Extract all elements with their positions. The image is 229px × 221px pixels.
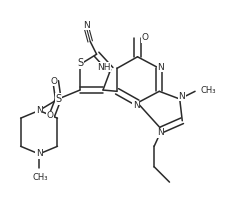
Text: CH₃: CH₃ xyxy=(33,173,48,182)
Text: N: N xyxy=(133,101,140,110)
Text: N: N xyxy=(36,149,42,158)
Text: O: O xyxy=(46,111,53,120)
Text: O: O xyxy=(50,77,57,86)
Text: N: N xyxy=(178,92,185,101)
Text: O: O xyxy=(142,33,149,42)
Text: N: N xyxy=(157,63,164,72)
Text: S: S xyxy=(55,94,61,104)
Text: CH₃: CH₃ xyxy=(201,86,216,95)
Text: N: N xyxy=(157,128,164,137)
Text: N: N xyxy=(36,106,42,115)
Text: N: N xyxy=(83,21,90,30)
Text: S: S xyxy=(77,58,83,68)
Text: NH: NH xyxy=(97,63,111,72)
